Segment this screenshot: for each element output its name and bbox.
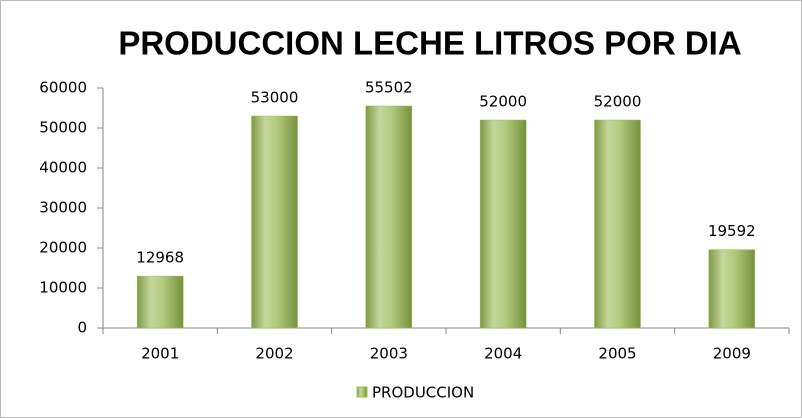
- bar: [365, 105, 413, 329]
- bar: [594, 119, 641, 329]
- bar: [251, 115, 298, 329]
- bar: [136, 275, 184, 329]
- legend-swatch: [356, 386, 368, 398]
- y-tick-label: 50000: [39, 119, 87, 137]
- data-label: 55502: [365, 78, 413, 96]
- x-tick-label: 2004: [484, 345, 522, 363]
- legend-label: PRODUCCION: [372, 384, 474, 402]
- y-tick-label: 0: [77, 319, 87, 337]
- y-tick-label: 20000: [39, 239, 87, 257]
- bar: [708, 249, 756, 329]
- x-tick-label: 2005: [598, 345, 636, 363]
- y-tick-label: 60000: [39, 79, 87, 97]
- y-tick-label: 30000: [39, 199, 87, 217]
- chart-title: PRODUCCION LECHE LITROS POR DIA: [118, 25, 741, 62]
- data-label: 52000: [594, 93, 642, 111]
- data-label: 52000: [479, 93, 527, 111]
- bar: [479, 119, 527, 329]
- y-tick-label: 40000: [39, 159, 87, 177]
- data-label: 12968: [136, 249, 184, 267]
- x-tick-label: 2009: [713, 345, 751, 363]
- data-label: 19592: [708, 222, 756, 240]
- x-tick-label: 2001: [141, 345, 179, 363]
- y-tick-label: 10000: [39, 279, 87, 297]
- x-tick-label: 2003: [370, 345, 408, 363]
- x-tick-label: 2002: [255, 345, 293, 363]
- data-label: 53000: [251, 89, 299, 107]
